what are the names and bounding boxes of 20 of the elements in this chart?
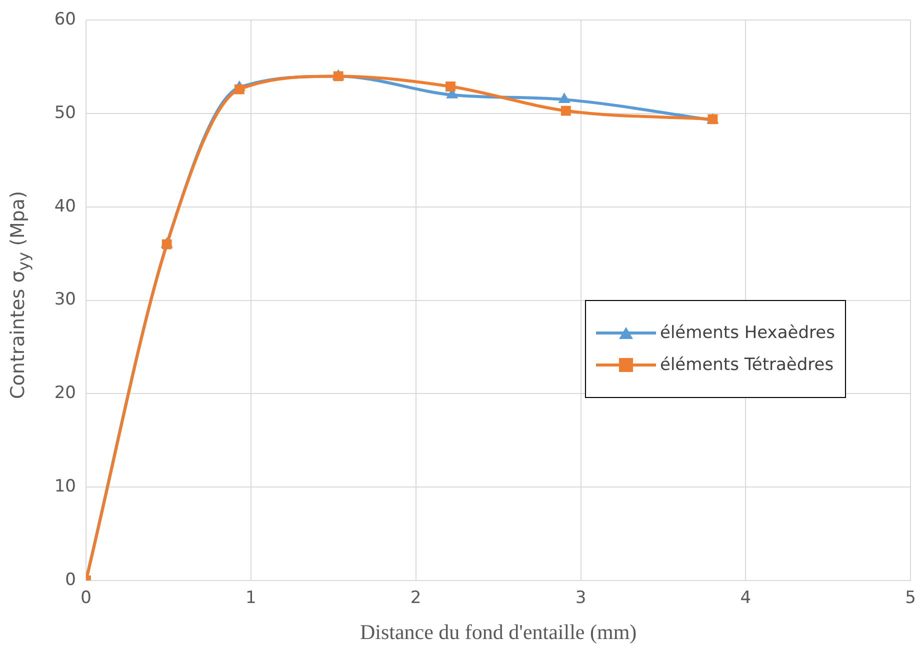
legend-label: éléments Hexaèdres bbox=[660, 323, 835, 343]
y-tick-label: 60 bbox=[54, 10, 76, 30]
x-tick-label: 5 bbox=[905, 588, 916, 608]
y-tick-label: 30 bbox=[54, 290, 76, 310]
y-tick-label: 50 bbox=[54, 102, 76, 123]
y-tick-label: 40 bbox=[54, 196, 76, 216]
y-tick-label: 0 bbox=[65, 570, 76, 590]
x-tick-label: 0 bbox=[80, 588, 92, 608]
x-tick-label: 3 bbox=[575, 588, 586, 608]
y-tick-label: 20 bbox=[54, 383, 76, 404]
point bbox=[446, 82, 456, 92]
x-axis-title: Distance du fond d'entaille (mm) bbox=[360, 620, 637, 644]
x-tick-label: 1 bbox=[246, 588, 256, 608]
x-tick-label: 4 bbox=[740, 588, 752, 608]
point bbox=[558, 92, 570, 104]
x-tick-label: 2 bbox=[410, 588, 422, 608]
y-tick-label: 10 bbox=[54, 476, 76, 496]
point bbox=[560, 106, 571, 116]
point bbox=[234, 84, 244, 94]
legend-label: éléments Tétraèdres bbox=[660, 355, 834, 375]
